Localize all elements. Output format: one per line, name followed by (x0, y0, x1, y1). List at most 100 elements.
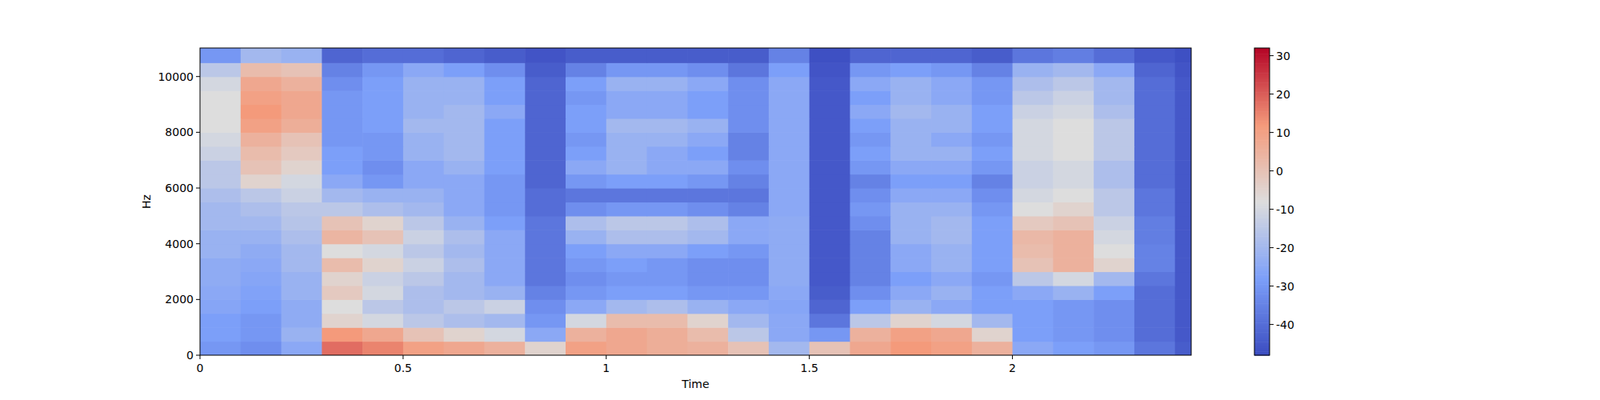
cell (1134, 62, 1176, 77)
cell (565, 341, 607, 356)
cell (1093, 146, 1135, 161)
cell (321, 341, 363, 356)
cell (484, 244, 525, 259)
cell (890, 132, 932, 147)
cell (240, 257, 282, 272)
cell (240, 188, 282, 203)
cell (1052, 341, 1094, 356)
cell (321, 285, 363, 300)
cell (565, 146, 607, 161)
cell (606, 104, 648, 120)
cell (687, 313, 728, 328)
cell (200, 62, 241, 77)
cell (524, 146, 566, 161)
cell (524, 62, 566, 77)
cell (484, 257, 525, 272)
cell (768, 327, 810, 342)
cell (1175, 188, 1192, 203)
cell (647, 216, 688, 231)
cell (972, 90, 1013, 105)
cell (240, 313, 282, 328)
cell (931, 341, 972, 356)
cell (606, 188, 648, 203)
cell (768, 76, 810, 92)
cell (728, 244, 769, 259)
cell (728, 327, 769, 342)
x-tick-label: 1 (602, 361, 610, 375)
cell (1012, 90, 1054, 105)
cell (1134, 216, 1176, 231)
cell (768, 62, 810, 77)
cell (565, 48, 607, 64)
cell (849, 188, 891, 203)
cell (362, 299, 404, 314)
cell (444, 327, 485, 342)
cell (1093, 272, 1135, 287)
cell (1012, 229, 1054, 244)
cell (444, 104, 485, 120)
cell (281, 257, 323, 272)
y-tick (196, 355, 200, 356)
cell (1175, 160, 1192, 175)
cell (403, 174, 444, 189)
cell (768, 48, 810, 64)
y-tick-label: 2000 (164, 292, 194, 306)
cell (606, 285, 648, 300)
cell (524, 76, 566, 92)
cell (931, 188, 972, 203)
cell (362, 62, 404, 77)
cell (403, 76, 444, 92)
cell (403, 244, 444, 259)
cell (972, 118, 1013, 133)
cell (1134, 285, 1176, 300)
cell (1052, 229, 1094, 244)
cell (647, 285, 688, 300)
cell (484, 216, 525, 231)
cell (240, 216, 282, 231)
cell (565, 201, 607, 216)
cell (647, 104, 688, 120)
cell (1012, 188, 1054, 203)
cell (849, 174, 891, 189)
cell (890, 341, 932, 356)
x-tick (402, 355, 404, 360)
cell (403, 341, 444, 356)
cell (362, 313, 404, 328)
cell (606, 299, 648, 314)
cell (849, 327, 891, 342)
x-tick-label: 1.5 (800, 361, 819, 375)
cell (972, 76, 1013, 92)
cell (1134, 160, 1176, 175)
cell (484, 146, 525, 161)
cell (281, 216, 323, 231)
cell (281, 118, 323, 133)
cell (362, 216, 404, 231)
cell (606, 257, 648, 272)
cell (687, 48, 728, 64)
cell (240, 48, 282, 64)
cell (524, 229, 566, 244)
cell (687, 104, 728, 120)
cell (484, 313, 525, 328)
cell (606, 313, 648, 328)
cell (972, 272, 1013, 287)
cell (1093, 62, 1135, 77)
cell (281, 341, 323, 356)
cell (972, 174, 1013, 189)
cell (728, 146, 769, 161)
cell (403, 313, 444, 328)
cell (728, 285, 769, 300)
colorbar-frame (1254, 48, 1270, 356)
cell (647, 132, 688, 147)
cell (1052, 48, 1094, 64)
cell (403, 327, 444, 342)
cell (809, 146, 851, 161)
cell (728, 229, 769, 244)
cell (281, 174, 323, 189)
cell (890, 327, 932, 342)
cell (687, 160, 728, 175)
x-tick (605, 355, 607, 360)
colorbar-tick-label: 20 (1276, 88, 1291, 101)
cell (362, 285, 404, 300)
cell (200, 229, 241, 244)
